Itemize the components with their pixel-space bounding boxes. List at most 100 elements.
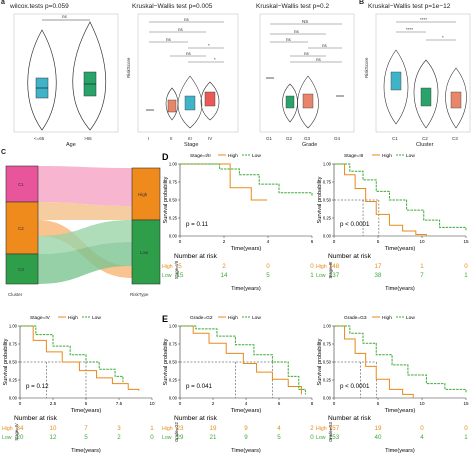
km-ylabel: Survival probability bbox=[3, 338, 9, 385]
sankey-svg: C1 C2 C3 High Low Cluster RiskType bbox=[5, 165, 161, 297]
sankey-node-c2-label: C2 bbox=[18, 226, 24, 231]
km-risk-value: 14 bbox=[221, 272, 228, 279]
km-x-tick-label: 0 bbox=[179, 239, 182, 244]
km-risk-value: 1 bbox=[464, 272, 468, 279]
km-risk-value: 7 bbox=[420, 272, 424, 279]
svg-text:ns: ns bbox=[178, 27, 184, 32]
km-risk-xlabel: Time(years) bbox=[385, 286, 415, 292]
km-y-tick-label: 0.25 bbox=[9, 378, 18, 383]
km-risk-value: 2 bbox=[310, 425, 314, 432]
km-risk-xlabel: Time(years) bbox=[71, 448, 101, 454]
km-y-tick-label: 1.00 bbox=[169, 162, 178, 167]
km-y-tick-label: 0.50 bbox=[9, 360, 18, 365]
sankey-node-c3 bbox=[5, 253, 39, 285]
km-curve-low bbox=[180, 163, 313, 197]
km-y-tick-label: 0.75 bbox=[169, 180, 178, 185]
km-risk-value: 40 bbox=[375, 434, 382, 441]
boxplot-cluster-tick: C1 bbox=[392, 136, 398, 141]
km-risk-value: 5 bbox=[277, 434, 281, 441]
km-y-tick-label: 0.00 bbox=[323, 396, 332, 401]
km-risk-value: 20 bbox=[17, 434, 24, 441]
boxplot-stage-tick: III bbox=[188, 136, 192, 141]
km-risk-row-label: High bbox=[316, 264, 327, 270]
boxplot-grade: Kruskal−Wallis test p=0.2 NS ns ns ns ns… bbox=[246, 2, 358, 148]
boxplot-stage-xlabel: Stage bbox=[184, 142, 198, 148]
km-legend-high-label: High bbox=[228, 153, 238, 159]
km-xlabel: Time(years) bbox=[231, 408, 262, 414]
svg-text:ns: ns bbox=[294, 29, 300, 34]
km-y-tick-label: 0.25 bbox=[169, 216, 178, 221]
boxplot-grade-xlabel: Grade bbox=[302, 142, 317, 148]
km-risk-value: 148 bbox=[329, 263, 340, 270]
km-risk-value: 9 bbox=[244, 425, 248, 432]
sankey-node-high bbox=[131, 167, 161, 221]
km-risk-value: 0 bbox=[310, 263, 314, 270]
km-risk-value: 17 bbox=[375, 263, 382, 270]
km-risk-value: 1 bbox=[150, 425, 154, 432]
svg-text:ns: ns bbox=[286, 37, 292, 42]
km-x-tick-label: 0 bbox=[333, 239, 336, 244]
km-panel-letter: D bbox=[162, 152, 169, 162]
km-risk-title: Number at risk bbox=[14, 415, 58, 422]
km-x-tick-label: 10 bbox=[149, 401, 155, 406]
boxplot-grade-title: Kruskal−Wallis test p=0.2 bbox=[256, 3, 330, 10]
km-curve-high bbox=[334, 163, 427, 236]
boxplot-stage-tick: I bbox=[148, 136, 149, 141]
km-x-tick-label: 5 bbox=[377, 401, 380, 406]
km-risk-value: 0 bbox=[150, 434, 154, 441]
km-y-tick-label: 0.50 bbox=[169, 198, 178, 203]
sankey-left-label: Cluster bbox=[8, 292, 23, 297]
km-legend-low-label: Low bbox=[252, 153, 261, 159]
km-y-tick-label: 0.00 bbox=[9, 396, 18, 401]
km-legend-title: Grade=G3 bbox=[344, 315, 367, 321]
km-x-tick-label: 2.5 bbox=[50, 401, 57, 406]
svg-text:*: * bbox=[214, 57, 216, 62]
km-risk-row-label: High bbox=[162, 426, 173, 432]
km-x-tick-label: 6 bbox=[311, 239, 314, 244]
km-risk-value: 7 bbox=[84, 425, 88, 432]
boxplot-grade-tick: G3 bbox=[304, 136, 311, 141]
panel-letter-b: B bbox=[359, 0, 365, 6]
km-ylabel: Survival probability bbox=[163, 338, 169, 385]
km-risk-value: 0 bbox=[420, 425, 424, 432]
km-x-tick-label: 0 bbox=[179, 401, 182, 406]
km-curve-high bbox=[180, 325, 302, 395]
km-y-tick-label: 0.00 bbox=[169, 234, 178, 239]
boxplot-age-svg: ns Age <=65 >65 bbox=[13, 13, 119, 148]
km-curve-low bbox=[334, 325, 467, 393]
sig-label: * bbox=[442, 35, 444, 40]
km-risk-value: 0 bbox=[464, 425, 468, 432]
km-x-tick-label: 4 bbox=[245, 401, 248, 406]
km-y-tick-label: 0.75 bbox=[323, 180, 332, 185]
boxplot-age: wilcox.tests p=0.059 ns Age <=65 >65 bbox=[4, 2, 122, 148]
svg-text:ns: ns bbox=[186, 51, 192, 56]
km-x-tick-label: 15 bbox=[463, 401, 469, 406]
panel-letter-a: a bbox=[1, 0, 5, 6]
km-legend-high-label: High bbox=[228, 315, 238, 321]
svg-text:ns: ns bbox=[304, 51, 310, 56]
km-y-tick-label: 1.00 bbox=[169, 324, 178, 329]
boxplot-stage-title: Kruskal−Wallis test p=0.005 bbox=[132, 3, 213, 10]
km-xlabel: Time(years) bbox=[71, 408, 102, 414]
km-risk-xlabel: Time(years) bbox=[231, 448, 261, 454]
km-risk-strata: Grade=G3 bbox=[328, 421, 333, 441]
sankey-node-high-label: High bbox=[138, 192, 148, 197]
panel-letter-c: C bbox=[1, 149, 7, 156]
km-risk-value: 9 bbox=[244, 434, 248, 441]
km-legend-low-label: Low bbox=[252, 315, 261, 321]
svg-text:ns: ns bbox=[184, 17, 190, 22]
km-legend-low-label: Low bbox=[406, 153, 415, 159]
sankey-node-c1-label: C1 bbox=[18, 182, 24, 187]
km-legend-high-label: High bbox=[382, 315, 392, 321]
km-pvalue: p < 0.0001 bbox=[340, 383, 370, 390]
km-y-tick-label: 1.00 bbox=[9, 324, 18, 329]
km-risk-value: 34 bbox=[17, 425, 24, 432]
km-legend-low-label: Low bbox=[406, 315, 415, 321]
km-risk-value: 137 bbox=[329, 272, 340, 279]
km-y-tick-label: 0.00 bbox=[323, 234, 332, 239]
boxplot-age-tick-2: >65 bbox=[84, 136, 92, 141]
km-plot-e: E Grade=G2 High Low 0.00 0.25 0.50 0.75 1.00 0 2 4 6… bbox=[160, 312, 320, 474]
km-y-tick-label: 0.75 bbox=[323, 342, 332, 347]
km-risk-value: 2 bbox=[222, 263, 226, 270]
